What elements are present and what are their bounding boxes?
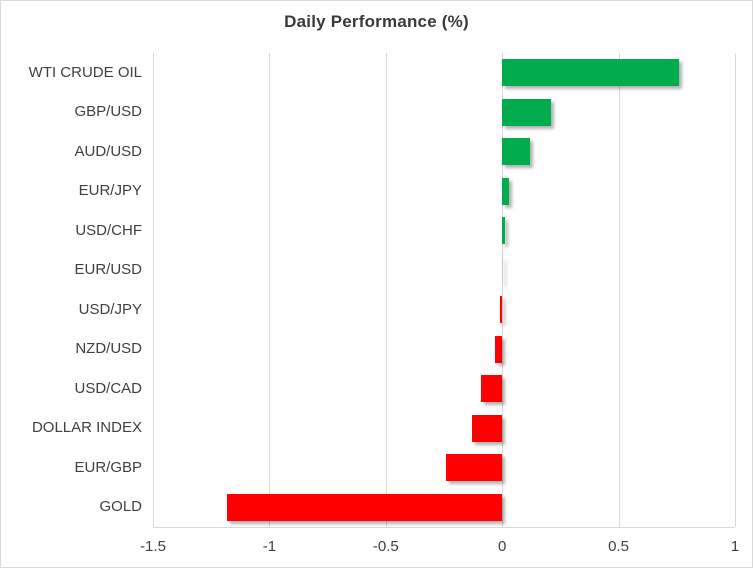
category-label-aud-usd: AUD/USD (74, 142, 142, 160)
chart-title: Daily Performance (%) (284, 12, 469, 31)
category-label-gbp-usd: GBP/USD (74, 103, 142, 121)
gridline--1 (269, 53, 271, 527)
category-label-eur-jpy: EUR/JPY (78, 182, 142, 200)
gridline-0.5 (618, 53, 620, 527)
bar-eur-jpy (502, 177, 510, 205)
bar-dollar-index (471, 414, 503, 442)
gridline--0.5 (385, 53, 387, 527)
category-label-eur-gbp: EUR/GBP (74, 458, 142, 476)
bar-eur-usd (502, 256, 504, 284)
x-tick-label--0.5: -0.5 (372, 538, 399, 555)
category-label-gold: GOLD (99, 498, 142, 516)
category-label-usd-cad: USD/CAD (74, 379, 142, 397)
category-axis: WTI CRUDE OIL GBP/USD AUD/USD EUR/JPY USD/CH… (1, 53, 142, 527)
category-label-usd-chf: USD/CHF (75, 221, 142, 239)
x-tick-label-1: 1 (730, 538, 740, 555)
category-label-usd-jpy: USD/JPY (78, 300, 142, 318)
bar-usd-cad (481, 375, 503, 403)
plot-area (153, 53, 736, 527)
bar-aud-usd (502, 138, 531, 166)
bar-usd-chf (502, 217, 505, 245)
gridline-1 (735, 53, 736, 527)
category-label-eur-usd: EUR/USD (74, 261, 142, 279)
category-label-wti-crude-oil: WTI CRUDE OIL (28, 63, 142, 81)
x-tick-label-0.5: 0.5 (608, 538, 630, 555)
bar-usd-jpy (499, 296, 503, 324)
x-tick-label--1: -1 (262, 538, 277, 555)
gridline--1.5 (153, 53, 154, 527)
category-label-nzd-usd: NZD/USD (75, 340, 142, 358)
category-label-dollar-index: DOLLAR INDEX (31, 419, 142, 437)
bar-wti-crude-oil (502, 59, 680, 87)
gridline-0 (502, 53, 504, 527)
bar-gbp-usd (502, 98, 552, 126)
x-axis-line (153, 527, 735, 528)
bar-eur-gbp (446, 454, 503, 482)
x-tick-label-0: 0 (498, 538, 507, 555)
bar-gold (227, 493, 503, 521)
x-tick-label--1.5: -1.5 (140, 538, 166, 555)
bar-nzd-usd (495, 335, 503, 363)
